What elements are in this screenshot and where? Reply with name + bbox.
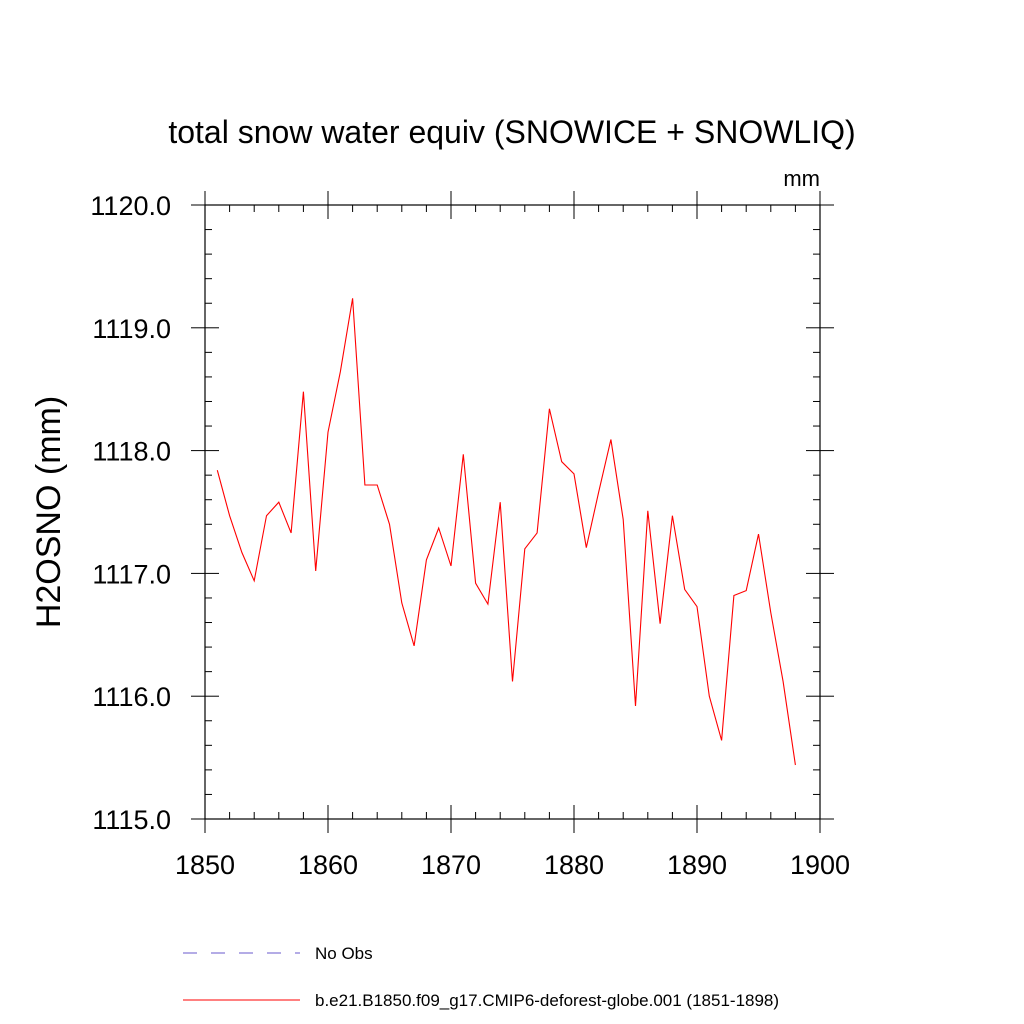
y-tick-label: 1119.0 <box>92 314 171 344</box>
x-tick-label: 1870 <box>421 850 481 880</box>
series-group <box>216 298 796 766</box>
y-tick-label: 1117.0 <box>92 559 171 589</box>
legend: No Obs b.e21.B1850.f09_g17.CMIP6-deforest… <box>183 944 779 1010</box>
y-tick-label: 1118.0 <box>92 437 171 467</box>
y-tick-label: 1116.0 <box>92 682 171 712</box>
series-line <box>216 298 796 766</box>
axis-ticks <box>191 191 834 833</box>
y-tick-label: 1115.0 <box>92 805 171 835</box>
chart-title: total snow water equiv (SNOWICE + SNOWLI… <box>168 114 855 150</box>
x-tick-label: 1860 <box>298 850 358 880</box>
y-tick-label: 1120.0 <box>90 191 171 221</box>
legend-label: No Obs <box>315 944 373 963</box>
x-tick-label: 1880 <box>544 850 604 880</box>
plot-frame <box>204 204 821 820</box>
x-tick-label: 1850 <box>175 850 235 880</box>
y-axis-label: H2OSNO (mm) <box>30 396 68 628</box>
x-tick-label: 1900 <box>790 850 850 880</box>
x-tick-label: 1890 <box>667 850 727 880</box>
tick-labels: 1850 1860 1870 1880 1890 1900 1115.0 1116.0 1117… <box>90 191 850 880</box>
units-label: mm <box>783 166 820 191</box>
legend-label: b.e21.B1850.f09_g17.CMIP6-deforest-globe… <box>315 991 779 1010</box>
